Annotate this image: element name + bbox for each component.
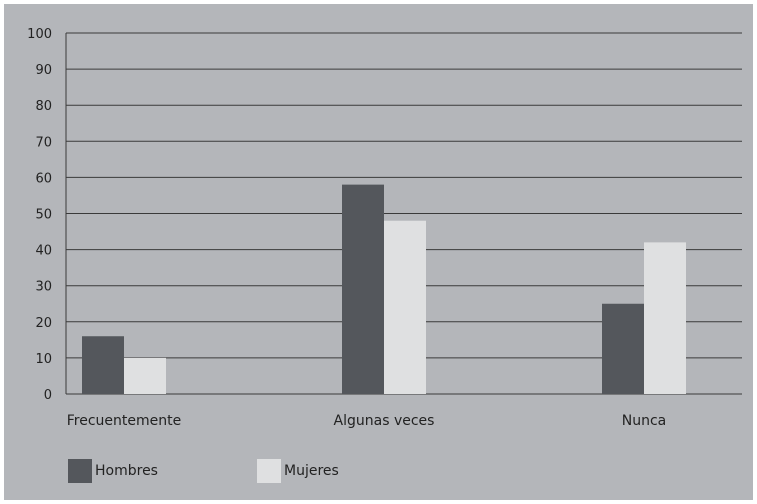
y-tick-label: 40 (35, 244, 52, 259)
legend-item-hombres: Hombres (68, 459, 158, 483)
y-tick-label: 90 (35, 63, 52, 78)
bar-chart: 0 10 20 30 40 50 60 70 80 90 100 Frecuentemente Alg… (27, 27, 742, 483)
bar-hombres-0 (82, 336, 124, 394)
legend: Hombres Mujeres (68, 459, 339, 483)
y-axis-tick-labels: 0 10 20 30 40 50 60 70 80 90 100 (27, 27, 52, 403)
x-category-label: Nunca (622, 413, 667, 429)
legend-label: Mujeres (284, 463, 339, 479)
y-tick-label: 30 (35, 280, 52, 295)
legend-swatch (257, 459, 281, 483)
y-tick-label: 100 (27, 27, 52, 42)
x-axis-category-labels: Frecuentemente Algunas veces Nunca (67, 413, 666, 429)
y-tick-label: 80 (35, 99, 52, 114)
chart-panel: 0 10 20 30 40 50 60 70 80 90 100 Frecuentemente Alg… (4, 4, 753, 500)
bar-mujeres-0 (124, 357, 166, 394)
x-category-label: Frecuentemente (67, 413, 181, 429)
y-tick-label: 0 (44, 388, 52, 403)
y-tick-label: 60 (35, 171, 52, 186)
y-tick-label: 10 (35, 352, 52, 367)
y-tick-label: 50 (35, 208, 52, 223)
y-tick-label: 70 (35, 135, 52, 150)
x-category-label: Algunas veces (334, 413, 435, 429)
bar-mujeres-2 (644, 242, 686, 394)
bar-hombres-1 (342, 184, 384, 394)
bars (82, 184, 686, 394)
y-tick-label: 20 (35, 316, 52, 331)
legend-swatch (68, 459, 92, 483)
legend-label: Hombres (95, 463, 158, 479)
bar-mujeres-1 (384, 220, 426, 394)
legend-item-mujeres: Mujeres (257, 459, 339, 483)
bar-hombres-2 (602, 303, 644, 394)
